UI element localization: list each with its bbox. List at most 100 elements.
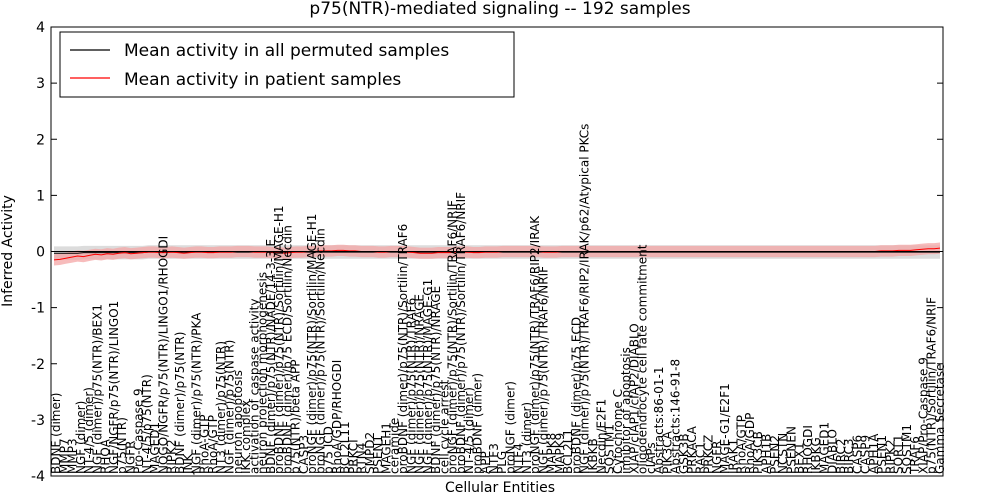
- x-tick-label: activation of caspase activity: [247, 299, 261, 474]
- y-tick-label: 4: [36, 20, 45, 36]
- x-tick-label: RhoA/GDP/RHOGDI: [330, 360, 344, 474]
- x-tick-label: NGF (dimer)/p75(NTR)/PKA: [189, 312, 203, 474]
- x-tick-label: IKBKB: [586, 438, 600, 474]
- x-tick-label: BIRC3: [842, 438, 856, 474]
- x-tick-label: proNGF (dimer)/p75(NTR)/Sortilin/Necdin: [313, 228, 327, 474]
- x-tick-label: JNK: [181, 452, 195, 475]
- x-tick-label: CASP6: [850, 435, 864, 474]
- x-tick-label: NT3 (dimer): [520, 402, 534, 474]
- x-tick-label: NGF (dimer)/p75(NTR)/NRAGE: [413, 294, 427, 474]
- x-tick-label: RIPK2: [165, 439, 179, 474]
- x-tick-label: NT3 (dimer)/p75(NTR): [214, 341, 228, 474]
- x-tick-label: NGFR: [710, 440, 724, 474]
- legend-label-permuted: Mean activity in all permuted samples: [124, 41, 449, 61]
- x-tick-label: Necdin/E2F1: [594, 399, 608, 474]
- x-tick-label: PSEN1: [371, 435, 385, 474]
- x-tick-label: NGF (dimer)/p75(NTR)/BEX1: [90, 304, 104, 474]
- series-bands: [54, 242, 940, 266]
- x-tick-label: proBDNF (dimer)/p75(NTR)/Sortilin/TRAF6/…: [454, 192, 468, 474]
- x-tick-label: proBDNF (dimer)/p75 ECD: [570, 317, 584, 474]
- x-tick-label: NOGO/NGFR/p75(NTR)/LINGO1/RHOGDI: [156, 236, 170, 474]
- x-tick-label: MMP7: [57, 438, 71, 474]
- x-tick-label: NGF (dimer)/p75(NTR)/TRAF6/NRIF: [536, 266, 550, 474]
- x-tick-label: MAGEH1: [380, 422, 394, 474]
- legend-box: [59, 31, 515, 98]
- x-tick-label: NGF (dimer): [74, 401, 88, 474]
- x-tick-label: SQSTM1: [603, 424, 617, 474]
- x-tick-label: PSENEN: [784, 426, 798, 474]
- x-tick-label: ceramide: [388, 418, 402, 474]
- x-tick-label: CASP9: [859, 435, 873, 474]
- x-tick-label: MAGE-G1/E2F1: [718, 383, 732, 474]
- x-tick-label: BCL2L1: [561, 429, 575, 474]
- y-tick-label: 0: [36, 245, 45, 261]
- y-tick-label: -3: [31, 413, 45, 429]
- x-tick-label: p75(NTR): [115, 417, 129, 474]
- x-tick-label: NGF (dimer)/p75(NTR)/MAGE-G1: [421, 279, 435, 474]
- x-tick-label: MAPK8: [545, 433, 559, 474]
- x-tick-label: SMPD2: [363, 432, 377, 474]
- chart-title: p75(NTR)-mediated signaling -- 192 sampl…: [309, 0, 690, 19]
- x-tick-label: NCSTN: [776, 433, 790, 474]
- y-tick-label: -1: [31, 301, 45, 317]
- x-tick-label: RhoA/GTP: [206, 415, 220, 474]
- x-tick-label: PRKCI: [346, 439, 360, 474]
- x-tick-label: NGF (dimer)/p75(NTR)/TRAF6/RIP2/IRAK/p62…: [578, 124, 592, 474]
- x-tick-label: XIAP/cIAP1/cIAP2/DIABLO: [627, 323, 641, 474]
- x-tick-label: NGF (dimer)/p75(NTR)/TRAF6: [404, 298, 418, 474]
- y-axis-label: Inferred Activity: [0, 195, 16, 307]
- x-tick-label: BEX1: [793, 442, 807, 474]
- x-tick-label: IKK complex: [239, 400, 253, 474]
- x-tick-label: Cytochrome C: [611, 389, 625, 474]
- x-tick-label: proBDNF (dimer)/p75(NTR)/Sortilin/TRAF6: [396, 224, 410, 474]
- x-tick-label: MAPK9: [553, 433, 567, 474]
- x-tick-label: NTF3: [487, 443, 501, 474]
- y-tick-label: -4: [31, 469, 45, 485]
- x-tick-label: IKBKG: [809, 437, 823, 474]
- x-tick-label: PSEN1: [875, 435, 889, 474]
- x-tick-label: PLG: [495, 451, 509, 474]
- x-tick-label: proNGF (dimer)/p75(NTR)/Sortilin/TRAF6/N…: [446, 200, 460, 474]
- x-tick-label: proBDNF (dimer)/p75(NTR)/Sortilin/MAGE-H…: [272, 205, 286, 474]
- x-tick-label: RhoA/GDP: [743, 413, 757, 474]
- legend-label-patient: Mean activity in patient samples: [124, 70, 401, 90]
- x-tick-label: p75 ICD: [322, 426, 336, 474]
- x-tick-label: proNGF (dimer)/p75(NTR)/Sortilin/MAGE-H1: [305, 214, 319, 474]
- x-axis-label: Cellular Entities: [445, 480, 555, 496]
- x-tick-label: BDNF (dimer)/p75(NTR)/NADE/14-3-3 E: [264, 239, 278, 474]
- x-tick-label: inhibitor of apoptosis: [619, 347, 633, 474]
- x-tick-label: XIAP/Pro-Caspase 9: [917, 357, 931, 474]
- x-tick-label: NTF4: [512, 443, 526, 474]
- x-tick-label: BCL2L11: [338, 421, 352, 474]
- x-tick-label: APH1A: [867, 433, 881, 474]
- x-tick-label: DIABLO: [826, 429, 840, 474]
- x-tick-label: BDNF (dimer)/p75(NTR)/NRAGE: [429, 286, 443, 474]
- x-tick-label: cIAPs: [644, 442, 658, 474]
- x-tick-label: GSK3B: [677, 433, 691, 474]
- x-tick-label: PRKACA: [685, 425, 699, 474]
- x-tick-label: proBDNF (dimer)/p75 ECD/Sortilin/Necdin: [280, 225, 294, 474]
- x-tick-label: proNGF (dimer): [503, 381, 517, 474]
- x-tick-label: MAGED1: [817, 422, 831, 474]
- x-tick-label: neuron apoptosis: [231, 370, 245, 474]
- x-tick-label: NGF/NGFR/p75(NTR)/LINGO1: [107, 301, 121, 474]
- series-band-1: [54, 242, 940, 266]
- x-tick-label: Abstracts:86-01-1: [652, 366, 666, 474]
- x-tick-label: BIRC2: [834, 438, 848, 474]
- x-tick-label: p75(NTR)/beta APP: [289, 360, 303, 475]
- x-tick-label: cell cycle arrest: [437, 379, 451, 474]
- y-tick-label: 3: [36, 76, 45, 92]
- x-tick-label: MMP3: [66, 438, 80, 474]
- x-tick-label: proBDNF (dimer): [470, 373, 484, 474]
- x-tick-label: NT-4/5 (dimer): [462, 387, 476, 474]
- x-tick-label: RhoA/GTP: [735, 415, 749, 474]
- legend: Mean activity in all permuted samples Me…: [59, 31, 515, 98]
- y-tick-label: 2: [36, 132, 45, 148]
- x-tick-label: NGFR: [123, 440, 137, 474]
- x-tick-label: proNGF (dimer)/p75(NTR)/TRAF6/RIP2/IRAK: [528, 215, 542, 474]
- x-tick-label: NT-4/5 (dimer): [82, 387, 96, 474]
- x-tick-label: RhoA-GTP: [198, 415, 212, 474]
- x-tick-label: APH1B: [760, 434, 774, 474]
- x-tick-label: oligodendrocyte cell fate commitment: [636, 244, 650, 474]
